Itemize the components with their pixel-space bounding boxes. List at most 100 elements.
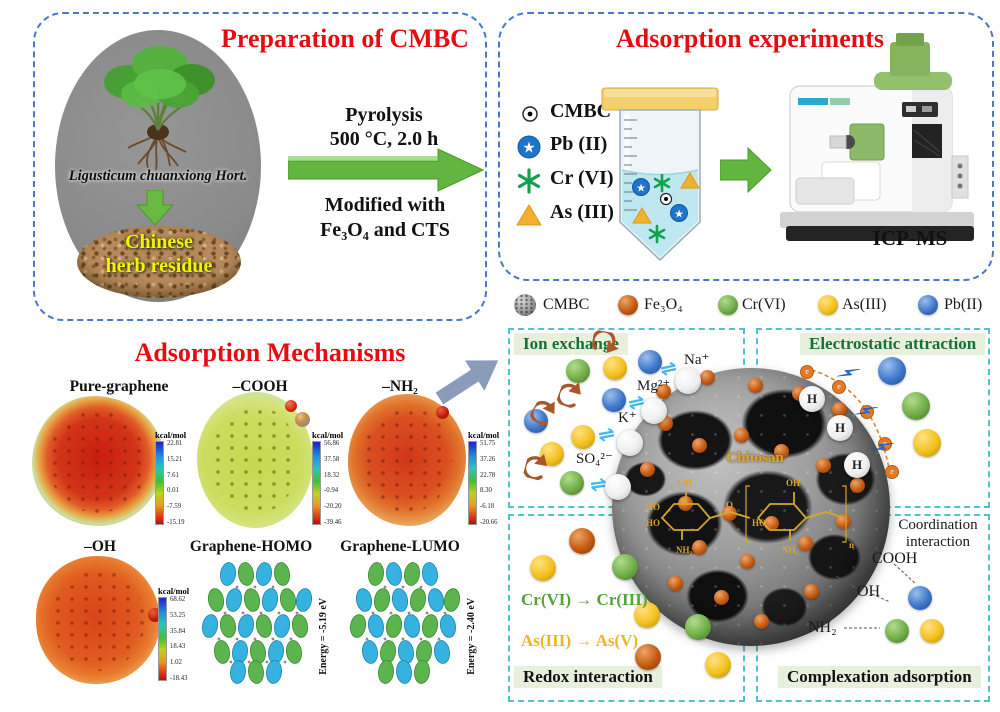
metal-ion-sphere bbox=[566, 359, 590, 383]
redox-title: Redox interaction bbox=[514, 666, 662, 688]
svg-text:★: ★ bbox=[636, 182, 646, 195]
esp-map-label: –OH bbox=[84, 538, 116, 555]
esp-map-label: Pure-graphene bbox=[69, 378, 169, 395]
esp-map-label: –NH₂ bbox=[382, 378, 418, 395]
ion-label-so4: SO₄²⁻ bbox=[576, 451, 613, 467]
esp-map-oh bbox=[36, 556, 162, 684]
experiments-title: Adsorption experiments bbox=[616, 24, 884, 53]
pyrolysis-right-arrow-icon bbox=[288, 148, 484, 192]
herb-plant-illustration bbox=[104, 46, 215, 171]
icpms-label: ICP-MS bbox=[872, 226, 948, 250]
panel-legend-label: Fe₃O₄ bbox=[644, 296, 683, 313]
fe3o4-sphere bbox=[692, 540, 707, 555]
fe3o4-sphere bbox=[668, 576, 683, 591]
metal-ion-sphere bbox=[571, 425, 595, 449]
protonated-site-sphere bbox=[827, 415, 853, 441]
color-scale-bar bbox=[155, 441, 164, 525]
cooh-group-sphere bbox=[295, 412, 310, 427]
legend-cmbc-label: CMBC bbox=[550, 100, 612, 122]
fe3o4-sphere bbox=[656, 384, 671, 399]
coordination-note-line1: Coordination bbox=[898, 517, 978, 533]
mechanisms-title: Adsorption Mechanisms bbox=[134, 338, 406, 367]
scale-unit-label: kcal/mol bbox=[468, 430, 500, 440]
herb-residue-pile bbox=[77, 226, 241, 298]
fe3o4-sphere bbox=[832, 402, 847, 417]
esp-map-pure-graphene bbox=[32, 396, 164, 526]
electron-icon: e bbox=[885, 465, 899, 479]
exchanged-cation-sphere bbox=[605, 474, 631, 500]
structure-label: n bbox=[849, 540, 854, 550]
panel-legend-label: Pb(II) bbox=[944, 296, 983, 313]
scale-unit-label: kcal/mol bbox=[312, 430, 344, 440]
structure-label: OH bbox=[786, 478, 800, 488]
ion-label-k: K⁺ bbox=[618, 410, 637, 426]
metal-ion-sphere bbox=[530, 555, 556, 581]
icpms-instrument-illustration bbox=[780, 33, 974, 241]
metal-ion-sphere bbox=[685, 614, 711, 640]
tube-cmbc-icon bbox=[659, 192, 673, 206]
ion-label-mg: Mg²⁺ bbox=[637, 378, 671, 394]
fe3o4-sphere bbox=[740, 554, 755, 569]
fe3o4-sphere bbox=[816, 458, 831, 473]
centrifuge-tube: ★ ★ bbox=[601, 87, 719, 262]
esp-color-scale: kcal/mol 22.81 15.21 7.61 0.01 -7.59 -15.19 bbox=[155, 430, 205, 527]
orbital-label: Graphene-HOMO bbox=[189, 538, 313, 555]
legend-cmbc-sphere bbox=[514, 294, 536, 316]
esp-map-cooh bbox=[197, 392, 313, 528]
svg-text:★: ★ bbox=[674, 208, 684, 221]
esp-atom-lattice bbox=[47, 409, 149, 513]
tube-cr-icons bbox=[648, 173, 671, 244]
esp-map-nh2 bbox=[348, 394, 466, 526]
structure-label: NH₂ bbox=[676, 545, 693, 555]
panel-legend-label: As(III) bbox=[842, 296, 887, 313]
metal-ion-sphere bbox=[885, 619, 909, 643]
metal-ion-sphere bbox=[569, 528, 595, 554]
cmbc-particle-icon bbox=[522, 106, 538, 122]
electron-icon: e bbox=[832, 380, 846, 394]
esp-atom-lattice bbox=[210, 405, 300, 515]
pyrolysis-line2: 500 °C, 2.0 h bbox=[329, 128, 439, 150]
fe3o4-sphere bbox=[754, 614, 769, 629]
lumo-energy-label: Energy = -2.40 eV bbox=[466, 598, 477, 675]
electron-transfer-arc bbox=[804, 367, 891, 475]
triangle-icon bbox=[516, 204, 542, 226]
legend-cr-label: Cr (VI) bbox=[550, 167, 614, 189]
fe3o4-sphere bbox=[734, 428, 749, 443]
curved-arrow-icon bbox=[589, 329, 623, 357]
orbital-label: Graphene-LUMO bbox=[340, 538, 460, 555]
legend-fe3o4-sphere bbox=[618, 295, 638, 315]
group-label-nh2: NH₂ bbox=[808, 619, 837, 636]
metal-ion-sphere bbox=[603, 356, 627, 380]
electron-icon: e bbox=[800, 365, 814, 379]
fe3o4-sphere bbox=[836, 514, 851, 529]
electrostatic-title: Electrostatic attraction bbox=[800, 333, 986, 355]
graphene-lumo-orbital bbox=[348, 561, 462, 684]
esp-color-scale: kcal/mol 51.75 37.26 22.78 8.30 -6.18 -20.66 bbox=[468, 430, 518, 527]
metal-ion-sphere bbox=[705, 652, 731, 678]
metal-ion-sphere bbox=[560, 471, 584, 495]
legend-cr-sphere bbox=[718, 295, 738, 315]
modified-line2: Fe₃O₄ and CTS bbox=[320, 219, 450, 241]
metal-ion-sphere bbox=[908, 586, 932, 610]
group-label-oh: OH bbox=[857, 583, 881, 600]
redox-reaction-cr: Cr(VI) → Cr(III) bbox=[521, 590, 648, 609]
metal-ion-sphere bbox=[878, 357, 906, 385]
legend-as-sphere bbox=[818, 295, 838, 315]
fe3o4-sphere bbox=[714, 590, 729, 605]
color-scale-bar bbox=[312, 441, 321, 525]
scale-unit-label: kcal/mol bbox=[158, 586, 190, 596]
structure-label: OH bbox=[678, 478, 692, 488]
h-site-label: H bbox=[806, 391, 818, 406]
panel-legend-label: CMBC bbox=[543, 296, 590, 313]
scale-ticks: 56.86 37.58 18.32 -0.94 -20.20 -39.46 bbox=[324, 440, 342, 527]
exchanged-cation-sphere bbox=[617, 430, 643, 456]
fe3o4-sphere bbox=[692, 438, 707, 453]
legend-pb-label: Pb (II) bbox=[550, 133, 608, 155]
metal-ion-sphere bbox=[602, 388, 626, 412]
herb-residue-label: Chinese herb residue bbox=[77, 230, 241, 278]
esp-color-scale: kcal/mol 56.86 37.58 18.32 -0.94 -20.20 -39.4… bbox=[312, 430, 362, 527]
preparation-title: Preparation of CMBC bbox=[221, 24, 469, 53]
metal-ion-sphere bbox=[902, 392, 930, 420]
h-site-label: H bbox=[851, 457, 863, 472]
